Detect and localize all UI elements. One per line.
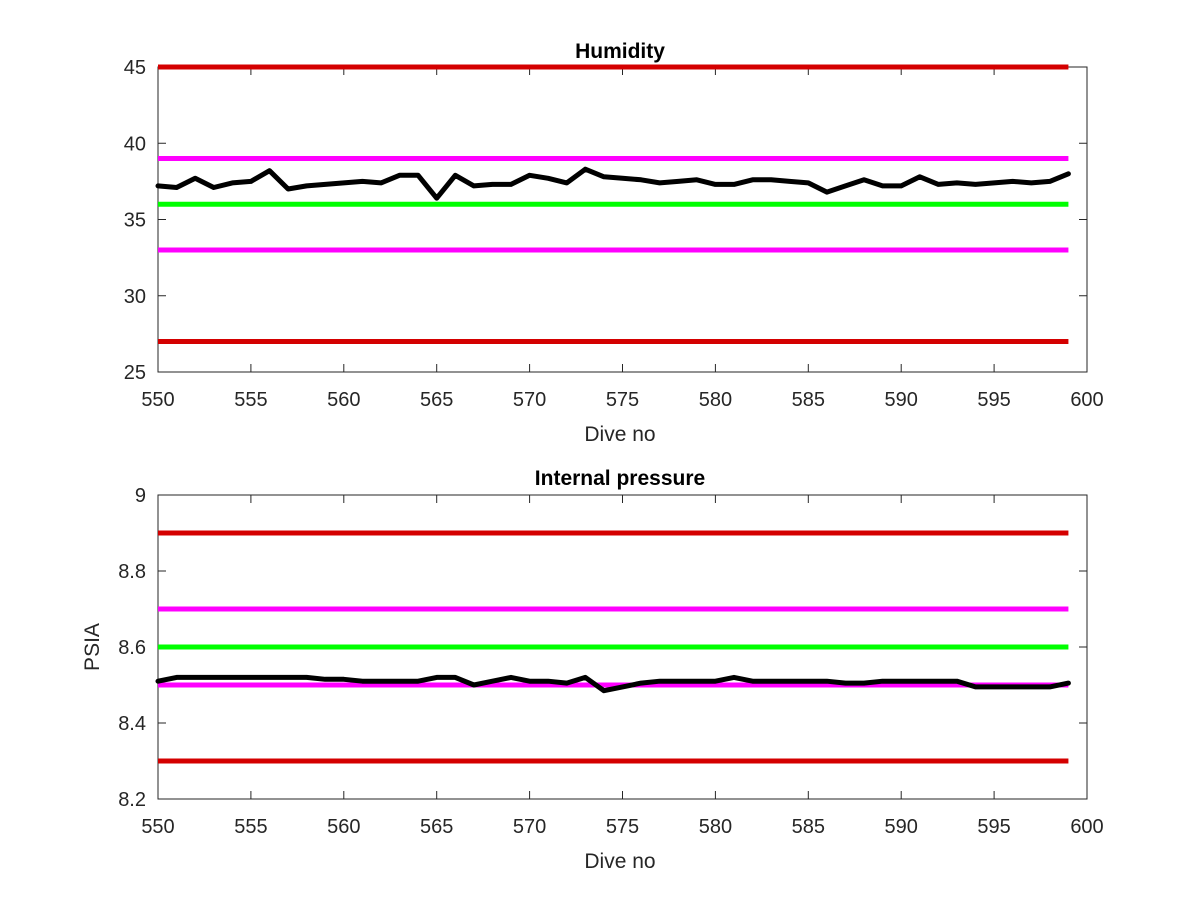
x-tick-label: 600 — [1070, 389, 1103, 411]
y-tick-label: 8.2 — [118, 789, 146, 811]
y-tick-label: 8.4 — [118, 713, 146, 735]
x-tick-label: 550 — [141, 816, 174, 838]
y-tick-label: 35 — [124, 210, 146, 232]
humidity-chart: Humidity 550 555 560 565 570 575 580 585 590 595 6… — [124, 40, 1104, 446]
y-tick-label: 8.6 — [118, 637, 146, 659]
x-tick-label: 570 — [513, 816, 546, 838]
y-tick-label: 9 — [135, 485, 146, 507]
x-tick-label: 575 — [606, 389, 639, 411]
plot-area: 550 555 560 565 570 575 580 585 590 595 600 25 30 35 4… — [124, 57, 1104, 411]
x-tick-label: 575 — [606, 816, 639, 838]
x-tick-label: 590 — [885, 816, 918, 838]
x-tick-label: 560 — [327, 389, 360, 411]
x-tick-label: 585 — [792, 389, 825, 411]
data-series-line — [155, 674, 1071, 694]
y-tick-label: 30 — [124, 286, 146, 308]
x-tick-label: 580 — [699, 816, 732, 838]
x-tick-label: 555 — [234, 389, 267, 411]
y-tick-label: 40 — [124, 133, 146, 155]
x-tick-label: 580 — [699, 389, 732, 411]
x-tick-label: 590 — [885, 389, 918, 411]
x-tick-label: 595 — [977, 816, 1010, 838]
x-tick-label: 550 — [141, 389, 174, 411]
y-tick-label: 45 — [124, 57, 146, 79]
y-axis-label: PSIA — [81, 623, 104, 671]
x-tick-label: 565 — [420, 389, 453, 411]
x-tick-label: 600 — [1070, 816, 1103, 838]
x-tick-label: 585 — [792, 816, 825, 838]
x-tick-label: 570 — [513, 389, 546, 411]
x-axis-label: Dive no — [584, 850, 655, 873]
x-tick-label: 595 — [977, 389, 1010, 411]
internal-pressure-chart: Internal pressure 550 555 560 565 570 575 580 5… — [81, 467, 1104, 873]
plot-area: 550 555 560 565 570 575 580 585 590 595 600 8.2 8.4 8… — [118, 485, 1104, 838]
x-tick-label: 565 — [420, 816, 453, 838]
x-tick-label: 555 — [234, 816, 267, 838]
y-tick-label: 25 — [124, 362, 146, 384]
chart-title: Internal pressure — [535, 467, 705, 490]
data-series-line — [155, 166, 1071, 201]
x-tick-label: 560 — [327, 816, 360, 838]
chart-title: Humidity — [575, 40, 665, 63]
y-tick-label: 8.8 — [118, 561, 146, 583]
x-axis-label: Dive no — [584, 423, 655, 446]
